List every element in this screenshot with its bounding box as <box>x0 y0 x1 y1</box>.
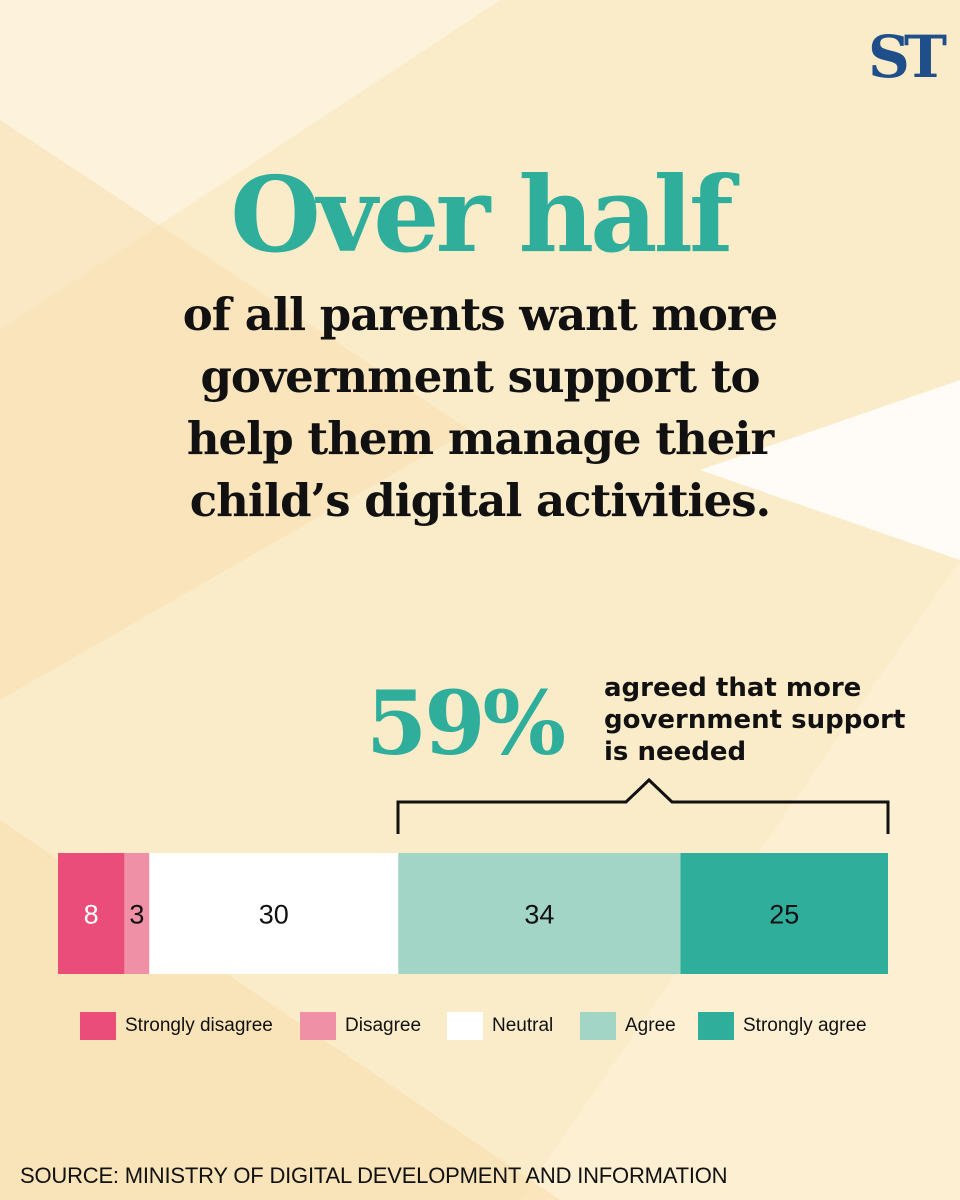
bar-label-agree: 34 <box>524 900 554 930</box>
bar-segment-strongly-disagree <box>58 853 125 974</box>
legend-label-disagree: Disagree <box>345 1015 422 1036</box>
subhead: of all parents want more government supp… <box>182 288 779 527</box>
legend-label-agree: Agree <box>625 1015 676 1036</box>
highlight-percentage: 59% <box>366 671 566 775</box>
legend-swatch-strongly-disagree <box>80 1012 116 1040</box>
chart-legend: Strongly disagree Disagree Neutral Agree Str… <box>80 1011 900 1041</box>
legend-swatch-disagree <box>300 1012 336 1040</box>
source-note: SOURCE: MINISTRY OF DIGITAL DEVELOPMENT … <box>20 1163 728 1188</box>
bar-segment-agree <box>398 853 681 974</box>
bar-segment-strongly-agree <box>680 853 888 974</box>
legend-swatch-neutral <box>447 1012 483 1040</box>
legend-item-strongly-agree: Strongly agree <box>698 1011 867 1041</box>
bar-segment-disagree <box>124 853 150 974</box>
bar-label-strongly-disagree: 8 <box>84 900 99 930</box>
highlight-caption: agreed that more government support is n… <box>604 673 906 767</box>
bar-label-neutral: 30 <box>259 900 289 930</box>
legend-swatch-agree <box>580 1012 616 1040</box>
headline: Over half <box>230 153 733 276</box>
legend-item-agree: Agree <box>580 1011 676 1041</box>
legend-item-neutral: Neutral <box>447 1011 553 1041</box>
agree-bracket <box>396 777 890 834</box>
legend-item-disagree: Disagree <box>300 1011 421 1041</box>
legend-label-neutral: Neutral <box>492 1015 554 1036</box>
legend-swatch-strongly-agree <box>698 1012 734 1040</box>
bar-label-disagree: 3 <box>129 900 144 930</box>
legend-item-strongly-disagree: Strongly disagree <box>80 1011 273 1041</box>
st-logo: ST <box>868 23 947 91</box>
bar-label-strongly-agree: 25 <box>769 900 799 930</box>
legend-label-strongly-agree: Strongly agree <box>743 1015 867 1036</box>
legend-label-strongly-disagree: Strongly disagree <box>125 1015 273 1036</box>
bar-segment-neutral <box>149 853 399 974</box>
